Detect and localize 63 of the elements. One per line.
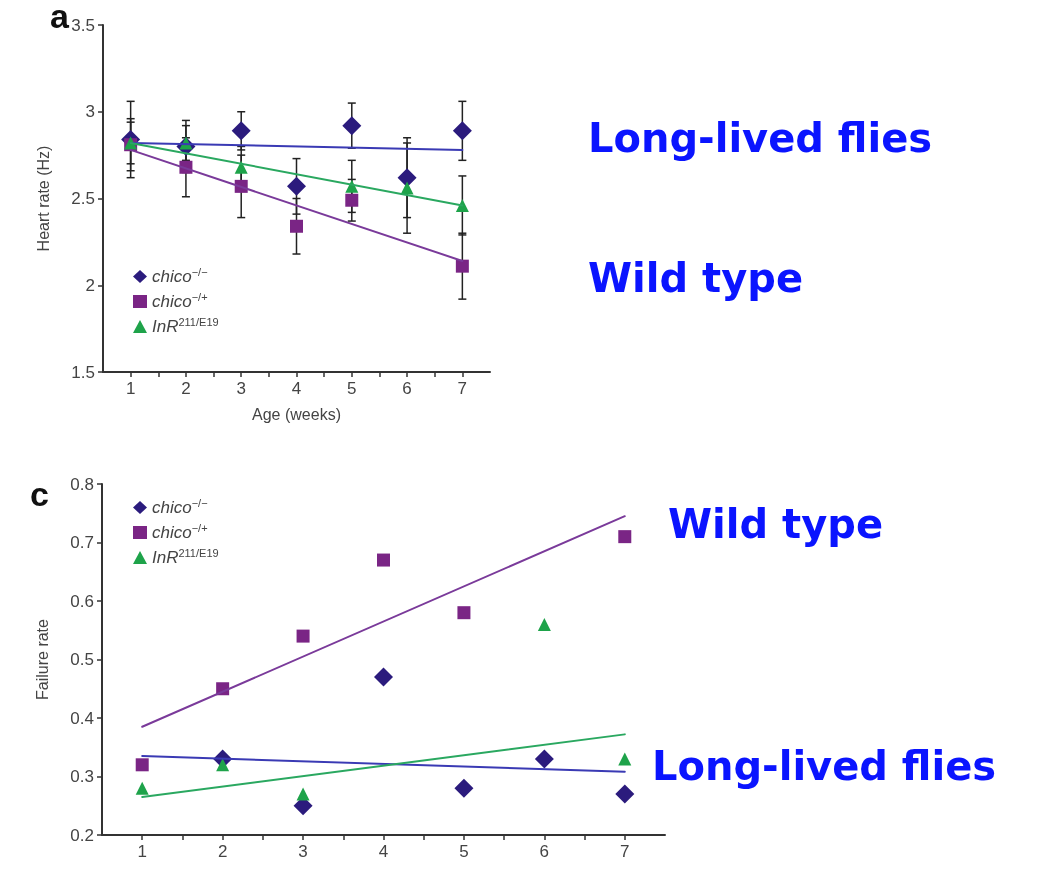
y-tick-label: 3.5 [71, 15, 95, 35]
x-axis-title: Age (weeks) [252, 405, 341, 423]
x-tick-label: 4 [291, 379, 302, 398]
point [534, 749, 554, 769]
y-axis-title: Failure rate [33, 618, 51, 700]
point [615, 784, 635, 804]
point [234, 160, 248, 174]
y-axis-title: Heart rate (Hz) [34, 145, 52, 252]
point [618, 530, 632, 544]
point [377, 553, 390, 567]
point [345, 193, 359, 207]
point [231, 121, 251, 141]
x-tick-label: 4 [378, 842, 389, 861]
point [454, 778, 474, 798]
y-tick-label: 0.2 [70, 825, 94, 845]
point [290, 219, 303, 233]
point [135, 781, 149, 795]
y-tick-label: 0.5 [70, 650, 94, 669]
x-tick-label: 7 [457, 379, 468, 398]
x-tick-label: 3 [236, 379, 246, 398]
point [135, 758, 149, 772]
point [296, 787, 310, 801]
x-tick-label: 7 [620, 842, 630, 861]
point [374, 667, 393, 687]
chart-title: c [30, 475, 49, 513]
y-tick-label: 0.6 [70, 591, 94, 611]
legend-label: chico−/− [152, 265, 208, 286]
x-tick-label: 2 [181, 379, 191, 398]
y-tick-label: 0.7 [70, 533, 94, 552]
legend-label: chico−/+ [152, 521, 208, 542]
x-tick-label: 5 [459, 842, 469, 861]
y-tick-label: 0.8 [70, 474, 94, 494]
point [216, 758, 230, 772]
y-tick-label: 2.5 [71, 189, 95, 208]
point [618, 752, 632, 766]
legend-label: chico−/+ [152, 290, 208, 311]
point [452, 121, 472, 141]
chart-title: a [50, 0, 70, 35]
x-tick-label: 3 [298, 842, 308, 861]
y-tick-label: 1.5 [71, 362, 95, 382]
x-tick-label: 5 [347, 379, 357, 398]
y-tick-label: 0.4 [70, 708, 94, 728]
x-tick-label: 6 [402, 379, 412, 398]
text: Wild type [668, 501, 884, 547]
x-tick-label: 1 [137, 842, 147, 861]
annotation: Long-lived flies [652, 743, 997, 789]
point [537, 617, 551, 631]
text: Long-lived flies [588, 115, 933, 161]
text: Wild type [588, 255, 804, 301]
point [287, 176, 306, 196]
point [342, 116, 362, 136]
legend-label: chico−/− [152, 496, 208, 517]
point [455, 259, 469, 273]
y-tick-label: 0.3 [70, 767, 94, 786]
y-tick-label: 3 [85, 102, 95, 122]
point [397, 168, 417, 188]
y-tick-label: 2 [85, 275, 95, 295]
point [457, 606, 471, 620]
x-tick-label: 1 [125, 379, 136, 398]
point [296, 629, 310, 643]
point [455, 198, 469, 212]
x-tick-label: 2 [217, 842, 228, 861]
x-tick-label: 6 [539, 842, 550, 861]
